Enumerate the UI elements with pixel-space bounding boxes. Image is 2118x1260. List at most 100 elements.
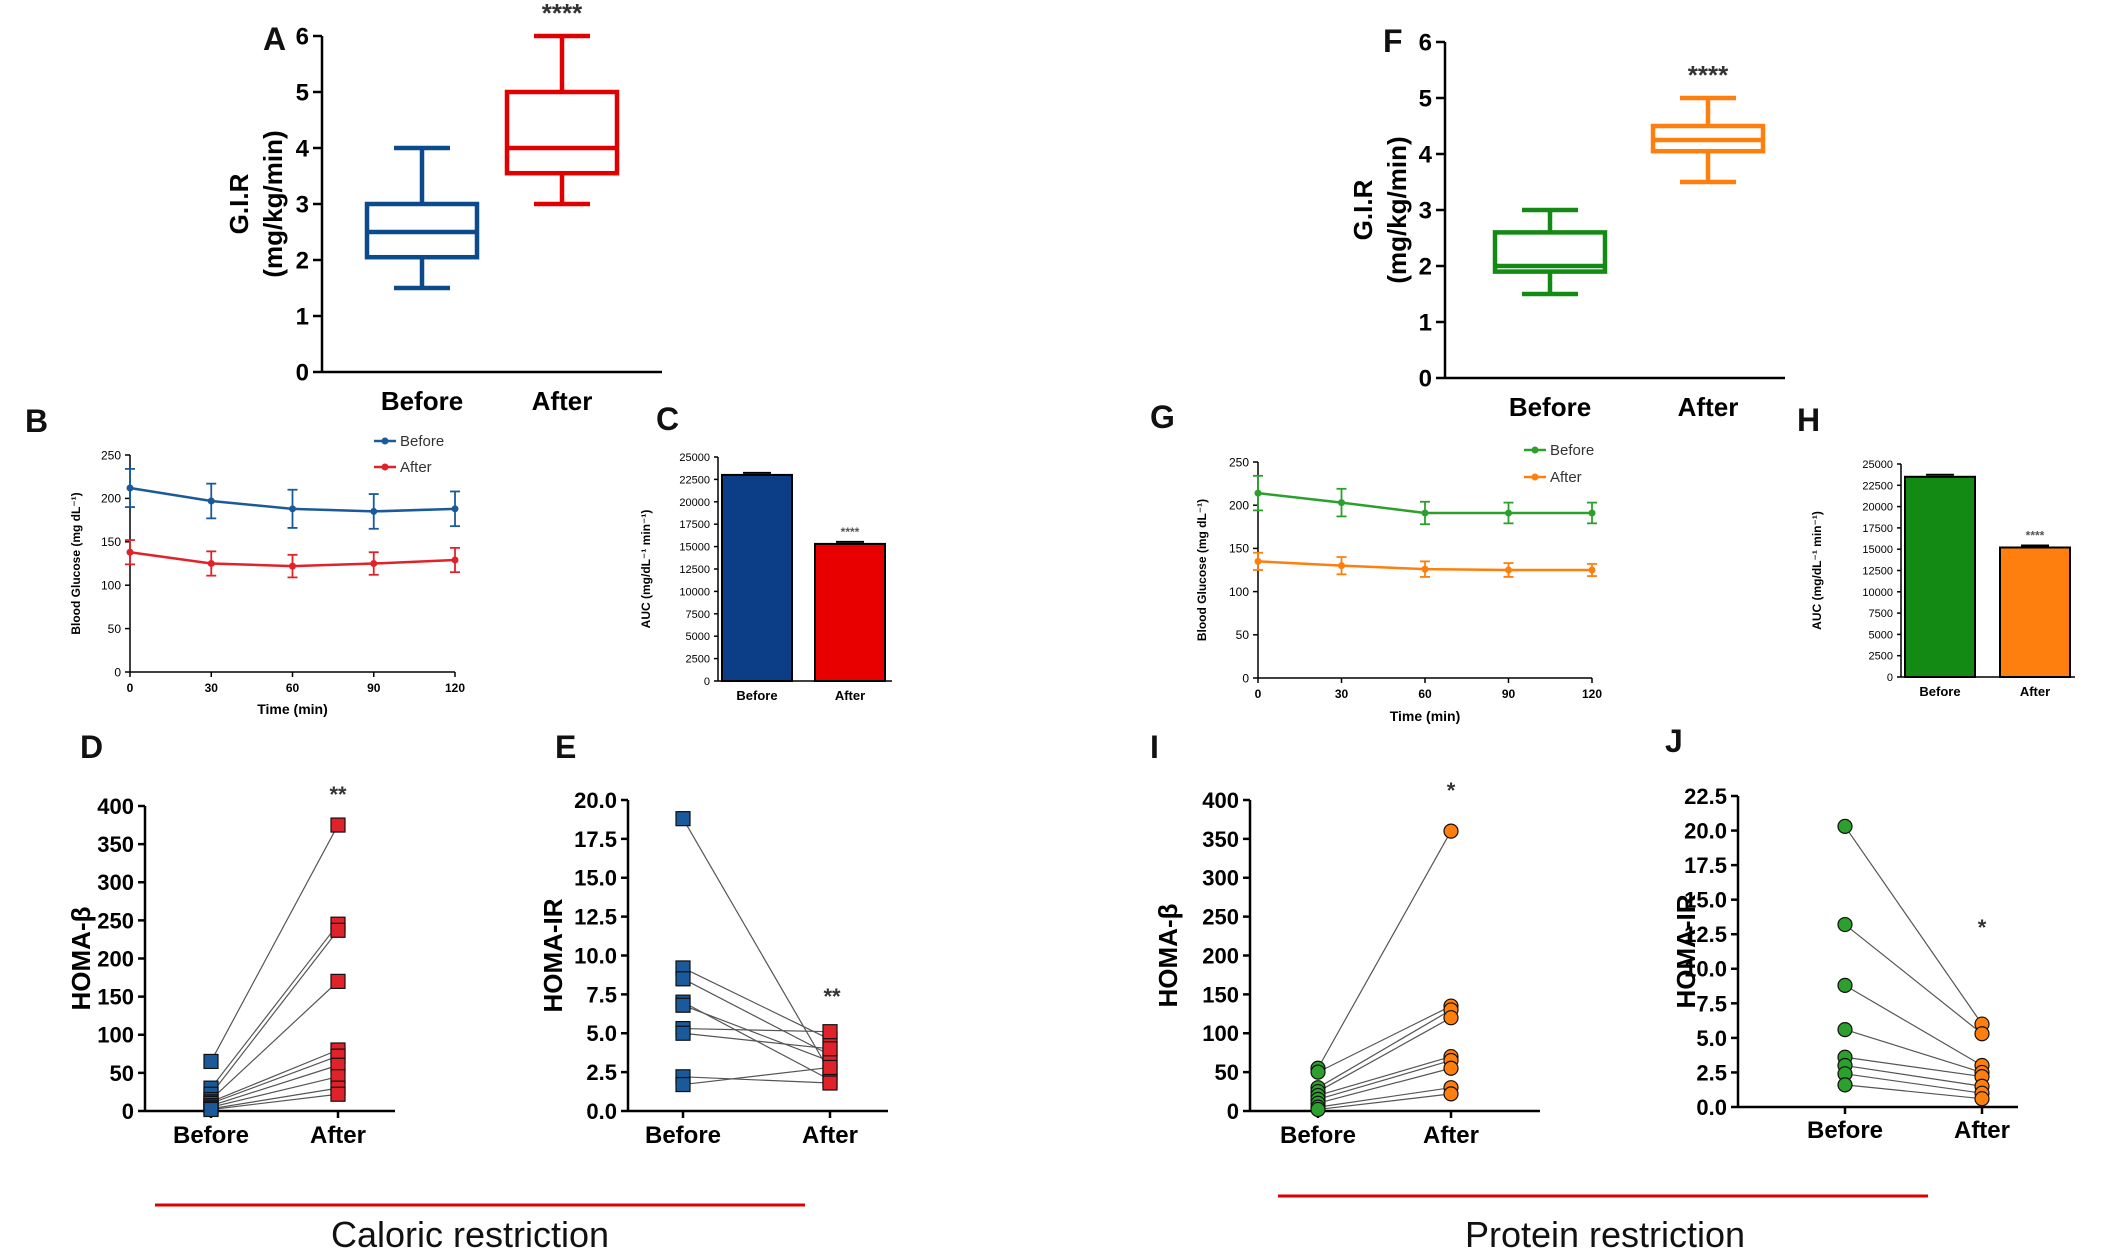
y-tick-label: 150 [97, 985, 134, 1010]
data-point [126, 548, 134, 556]
data-point [330, 1086, 346, 1102]
data-point [1254, 557, 1262, 565]
y-tick-label: 5.0 [1696, 1026, 1727, 1051]
data-point [1588, 566, 1596, 574]
y-tick-label: 4 [1419, 142, 1433, 169]
y-tick-label: 0.0 [586, 1099, 617, 1124]
y-tick-label: 200 [1229, 499, 1249, 513]
pair-line [1844, 924, 1983, 1035]
data-point [207, 497, 215, 505]
y-tick-label: 17.5 [1684, 853, 1727, 878]
legend-marker [1531, 446, 1539, 454]
bar [1904, 475, 1976, 678]
y-tick-label: 0 [122, 1099, 134, 1124]
pair-line [1844, 984, 1983, 1067]
data-point [675, 811, 691, 827]
pair-line [1317, 1093, 1452, 1111]
significance-marker: **** [841, 525, 860, 539]
pair-line [1844, 826, 1983, 1025]
y-tick-label: 12500 [1862, 565, 1893, 577]
y-tick-label: 5 [296, 80, 309, 107]
x-tick-label: 30 [1335, 687, 1349, 701]
panel-letter-I: I [1150, 729, 1159, 765]
data-point [451, 505, 459, 513]
x-tick-label: 0 [127, 681, 134, 695]
y-tick-label: 50 [110, 1061, 134, 1086]
y-tick-label: 2500 [686, 654, 710, 666]
y-tick-label: 12.5 [574, 905, 617, 930]
data-point [330, 817, 346, 833]
y-tick-label: 0 [1887, 672, 1893, 684]
y-tick-label: 300 [1202, 866, 1239, 891]
category-label: After [532, 386, 593, 416]
legend-label: Before [1550, 442, 1594, 459]
y-tick-label: 6 [1419, 30, 1432, 57]
category-label: Before [736, 688, 777, 703]
category-label: Before [1509, 392, 1591, 422]
x-tick-label: 90 [367, 681, 381, 695]
y-tick-label: 15000 [679, 542, 710, 554]
y-tick-label: 5000 [1869, 629, 1893, 641]
significance-marker: * [1447, 778, 1456, 803]
y-tick-label: 5 [1419, 86, 1432, 113]
data-point [675, 1025, 691, 1041]
pair-line [1844, 1073, 1983, 1094]
y-tick-label: 5.0 [586, 1021, 617, 1046]
data-point [822, 1041, 838, 1057]
y-tick-label: 100 [101, 579, 121, 593]
y-tick-label: 15000 [1862, 544, 1893, 556]
y-tick-label: 200 [1202, 943, 1239, 968]
data-point [1310, 1064, 1326, 1080]
pair-line [682, 978, 831, 1056]
data-point [330, 922, 346, 938]
data-point [203, 1053, 219, 1070]
chart-A: A 0 1 2 3 4 5 6 G.I.R (mg/kg/min) Before After **** [224, 0, 662, 416]
x-tick-label: 0 [1255, 687, 1262, 701]
category-label: After [802, 1122, 858, 1149]
significance-marker: ** [823, 984, 841, 1009]
data-point [1837, 1021, 1853, 1038]
y-axis-label-line: G.I.R [224, 173, 254, 234]
y-axis-label: G.I.R (mg/kg/min) [1348, 136, 1412, 283]
legend-marker [381, 437, 389, 445]
panel-letter-H: H [1797, 402, 1820, 438]
data-point [1421, 509, 1429, 517]
category-label: After [835, 688, 865, 703]
data-point [1505, 509, 1512, 517]
y-tick-label: 20000 [1862, 502, 1893, 514]
group-label-protein: Protein restriction [1465, 1214, 1745, 1255]
y-axis-label: HOMA-β [66, 907, 96, 1011]
y-axis-label: Blood Glucose (mg dL⁻¹) [1195, 499, 1209, 641]
y-tick-label: 10000 [679, 586, 710, 598]
y-tick-label: 150 [1202, 982, 1239, 1007]
pair-line [210, 1087, 339, 1110]
bar [721, 473, 793, 683]
y-tick-label: 3 [1419, 198, 1432, 225]
y-tick-label: 7500 [1869, 608, 1893, 620]
y-axis-label-line: (mg/kg/min) [258, 130, 288, 277]
significance-marker: **** [2026, 528, 2045, 542]
x-axis-label: Time (min) [257, 701, 328, 717]
y-tick-label: 17500 [1862, 523, 1893, 535]
y-tick-label: 25000 [1862, 459, 1893, 471]
x-tick-label: 30 [205, 681, 219, 695]
data-point [289, 562, 296, 570]
box-iqr [1492, 230, 1608, 274]
y-tick-label: 20000 [679, 497, 710, 509]
pair-line [210, 1064, 339, 1107]
y-tick-label: 6 [296, 24, 309, 51]
panel-letter-G: G [1150, 399, 1175, 435]
panel-letter-C: C [656, 401, 679, 437]
y-tick-label: 350 [1202, 827, 1239, 852]
y-tick-label: 1 [1419, 310, 1432, 337]
y-tick-label: 150 [101, 535, 121, 549]
data-point [1837, 977, 1853, 993]
y-tick-label: 300 [97, 870, 134, 895]
pair-line [210, 1055, 339, 1104]
group-label-caloric: Caloric restriction [331, 1214, 609, 1255]
y-tick-label: 22500 [1862, 480, 1893, 492]
y-tick-label: 250 [1229, 455, 1249, 469]
y-tick-label: 400 [97, 794, 134, 819]
y-tick-label: 22.5 [1684, 784, 1727, 809]
y-axis-label: HOMA-β [1153, 904, 1183, 1008]
